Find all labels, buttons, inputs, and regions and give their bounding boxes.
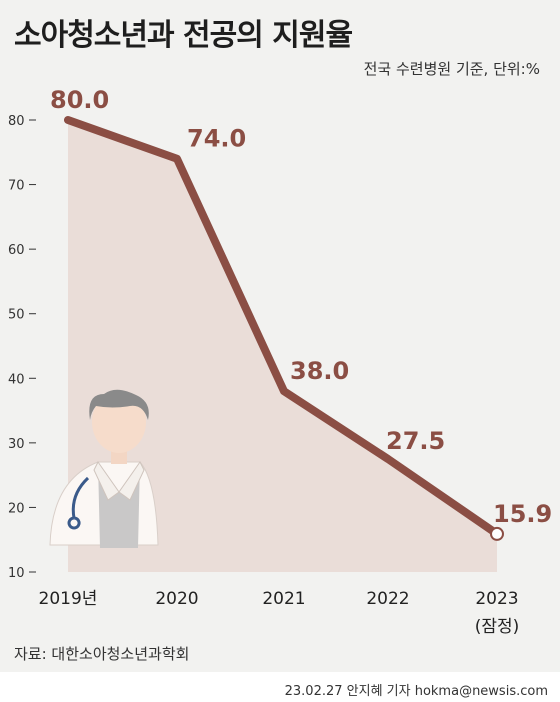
y-tick-label: 40 [8,372,25,387]
doctor-illustration [49,389,159,548]
stethoscope-icon [67,476,90,530]
data-point-marker [490,526,504,541]
chart-title: 소아청소년과 전공의 지원율 [14,18,353,53]
x-tick-label: 2020 [155,589,198,609]
doctor-collar-left [93,461,120,501]
x-tick-label: 2019년 [39,589,98,609]
doctor-hair [89,389,149,420]
x-tick-label: 2023 [475,589,518,609]
y-tick-label: 50 [8,308,25,323]
credit-line: 23.02.27 안지혜 기자 hokma@newsis.com [284,684,548,699]
chart-subtitle: 전국 수련병원 기준, 단위:% [363,60,540,78]
x-tick-label: 2021 [262,589,305,609]
data-label: 74.0 [187,125,246,153]
y-tick-label: 30 [8,437,25,452]
series-line [64,116,501,538]
y-tick-label: 70 [8,179,25,194]
data-label: 27.5 [386,427,445,455]
chart-canvas: 10 20 30 40 50 60 70 80 80.0 74.0 38.0 27.5 15.9 20… [8,86,552,637]
y-tick-label: 80 [8,114,25,129]
y-axis-ticks: 10 20 30 40 50 60 70 80 [8,114,36,581]
y-tick-label: 20 [8,501,25,516]
x-tick-note: (잠정) [475,617,520,637]
x-tick-label: 2022 [366,589,409,609]
data-label: 15.9 [493,500,552,528]
area-fill [68,120,497,572]
y-tick-label: 60 [8,243,25,258]
source-note: 자료: 대한소아청소년과학회 [14,645,190,663]
y-tick-label: 10 [8,566,25,581]
data-label: 38.0 [290,357,349,385]
data-label: 80.0 [50,86,109,114]
doctor-collar-right [118,461,145,501]
